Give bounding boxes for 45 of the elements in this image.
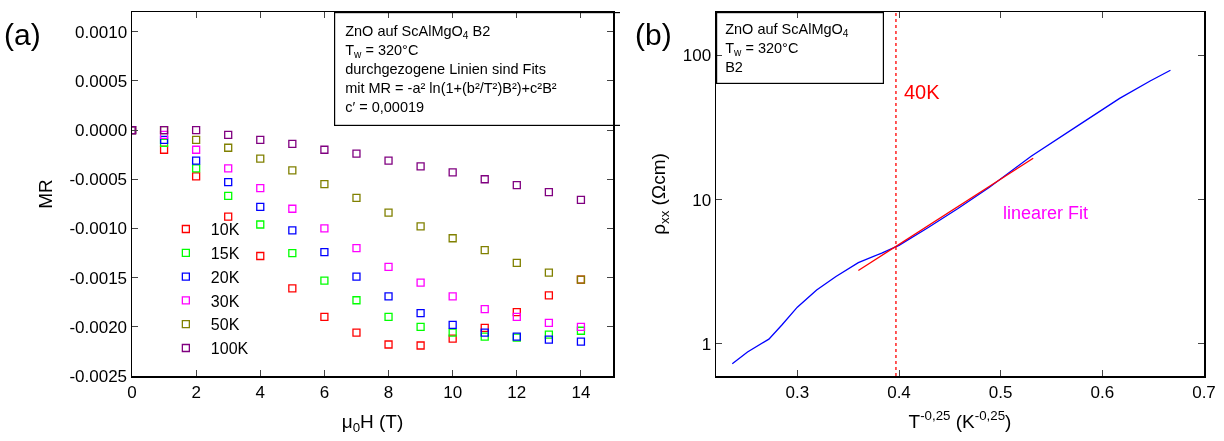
annotation: mit MR = -a² ln(1+(b²/T²)B²)+c²B² <box>345 79 557 96</box>
y-axis-title: MR <box>34 179 56 209</box>
x-tick-label: 14 <box>571 382 591 402</box>
annotation: ZnO auf ScAlMgO$_{4}$ B2 <box>345 23 491 42</box>
ref-line-label: 40K <box>904 81 941 103</box>
x-tick-label: 0.3 <box>785 382 810 402</box>
x-axis-title: μ$_{0}$H (T) <box>341 411 404 436</box>
annotation: ZnO auf ScAlMgO$_{4}$ <box>725 21 849 40</box>
annotation: T$_{w}$ = 320°C <box>345 42 419 61</box>
legend-label: 30K <box>210 292 240 310</box>
annotation: B2 <box>725 58 743 75</box>
legend-label: 20K <box>210 268 240 286</box>
annotation: durchgezogene Linien sind Fits <box>345 60 546 77</box>
y-tick-label: 1 <box>701 334 712 354</box>
y-tick-label: 0.0010 <box>75 22 128 42</box>
y-tick-label: -0.0005 <box>69 170 128 190</box>
annotation: linearer Fit <box>1003 203 1089 223</box>
x-tick-label: 0.7 <box>1192 382 1216 402</box>
x-tick-label: 0 <box>127 382 137 402</box>
y-tick-label: -0.0020 <box>69 317 128 337</box>
x-tick-label: 0.6 <box>1090 382 1115 402</box>
x-tick-label: 10 <box>443 382 463 402</box>
text: (b) <box>635 18 672 51</box>
legend-label: 10K <box>210 221 240 239</box>
y-tick-label: 0.0000 <box>75 121 128 140</box>
x-tick-label: 8 <box>383 382 394 402</box>
y-tick-label: -0.0025 <box>69 366 128 386</box>
legend-label: 50K <box>210 316 240 334</box>
x-tick-label: 12 <box>507 382 527 402</box>
x-tick-label: 0.4 <box>887 382 911 402</box>
y-tick-label: -0.0015 <box>69 268 128 288</box>
x-tick-label: 2 <box>191 382 201 402</box>
x-tick-label: 4 <box>255 382 265 402</box>
annotation: T$_{w}$ = 320°C <box>725 40 799 59</box>
text: (a) <box>4 18 41 51</box>
x-tick-label: 6 <box>319 382 330 402</box>
legend-label: 15K <box>210 245 240 263</box>
y-tick-label: 100 <box>682 46 712 66</box>
legend-label: 100K <box>210 340 249 358</box>
y-tick-label: -0.0010 <box>69 219 128 239</box>
y-tick-label: 0.0005 <box>75 71 128 91</box>
x-axis-title: T$^{-0,25}$ (K$^{-0,25}$) <box>908 408 1012 433</box>
y-tick-label: 10 <box>692 190 712 210</box>
x-tick-label: 0.5 <box>988 382 1013 402</box>
annotation: c′ = 0,00019 <box>345 98 425 115</box>
